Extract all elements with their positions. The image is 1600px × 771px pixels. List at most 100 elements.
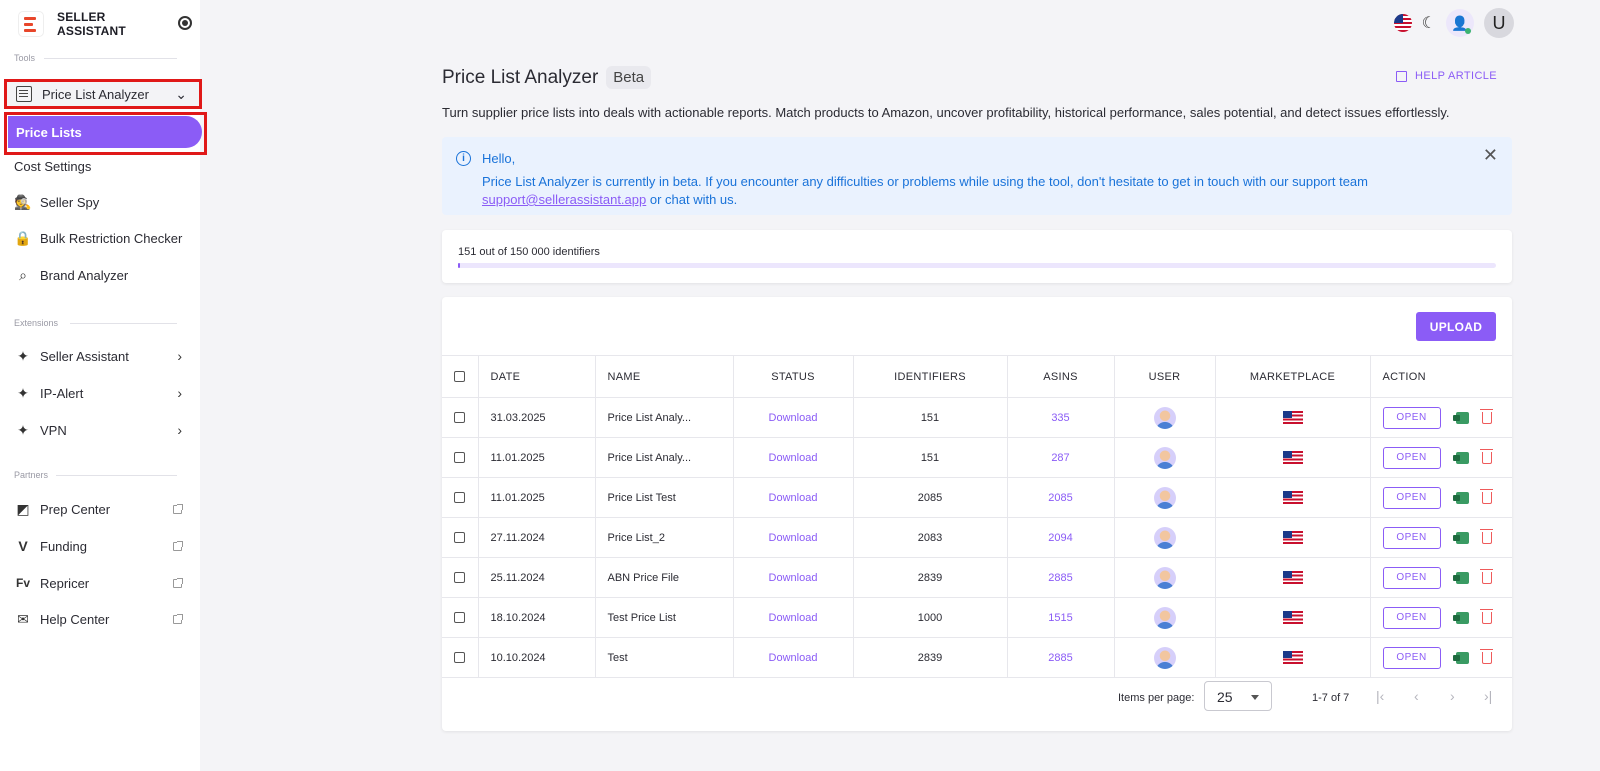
sidebar: SELLER ASSISTANT Tools Price List Analyze… (0, 0, 207, 771)
section-label-partners: Partners (14, 470, 49, 480)
download-link[interactable]: Download (733, 397, 854, 438)
col-action: ACTION (1370, 355, 1512, 398)
sidebar-item-funding[interactable]: V Funding (14, 533, 194, 559)
us-flag-icon (1282, 571, 1303, 584)
user-status-icon[interactable]: 👤 (1446, 9, 1474, 37)
excel-export-icon[interactable] (1452, 451, 1469, 464)
open-button[interactable]: OPEN (1382, 446, 1441, 469)
download-link[interactable]: Download (733, 477, 854, 518)
row-checkbox[interactable] (442, 517, 479, 558)
cell-name: Price List_2 (595, 517, 734, 558)
select-all-checkbox[interactable] (442, 355, 479, 398)
excel-export-icon[interactable] (1452, 571, 1469, 584)
col-identifiers[interactable]: IDENTIFIERS (853, 355, 1008, 398)
download-link[interactable]: Download (733, 517, 854, 558)
sidebar-item-label: Seller Assistant (40, 348, 129, 364)
delete-icon[interactable] (1479, 528, 1493, 544)
open-button[interactable]: OPEN (1382, 566, 1441, 589)
cell-identifiers: 2085 (853, 477, 1008, 518)
repricer-logo-icon: Fv (15, 576, 30, 590)
section-label-tools: Tools (14, 53, 36, 63)
sidebar-item-seller-spy[interactable]: 🕵 Seller Spy (14, 189, 194, 215)
puzzle-icon: ✦ (17, 421, 29, 438)
delete-icon[interactable] (1479, 648, 1493, 664)
external-link-icon (173, 613, 183, 624)
asins-link[interactable]: 1515 (1007, 597, 1115, 638)
cell-date: 18.10.2024 (478, 597, 596, 638)
last-page-icon[interactable]: ›| (1484, 688, 1493, 704)
asins-link[interactable]: 2085 (1007, 477, 1115, 518)
sidebar-item-bulk-restriction-checker[interactable]: 🔒 Bulk Restriction Checker (14, 225, 194, 251)
sidebar-item-brand-analyzer[interactable]: ⌕ Brand Analyzer (14, 262, 194, 288)
brand[interactable]: SELLER ASSISTANT (18, 10, 126, 38)
delete-icon[interactable] (1479, 408, 1493, 424)
table-row: 25.11.2024 ABN Price File Download 2839 … (442, 557, 1512, 598)
asins-link[interactable]: 2885 (1007, 637, 1115, 678)
sidebar-item-vpn[interactable]: ✦ VPN › (14, 417, 194, 443)
us-flag-icon (1282, 411, 1303, 424)
mail-icon: ✉ (17, 610, 29, 627)
col-asins[interactable]: ASINS (1007, 355, 1115, 398)
close-icon[interactable]: ✕ (1482, 145, 1498, 165)
prev-page-icon[interactable]: ‹ (1414, 688, 1419, 704)
asins-link[interactable]: 287 (1007, 437, 1115, 478)
excel-export-icon[interactable] (1452, 411, 1469, 424)
open-button[interactable]: OPEN (1382, 646, 1441, 669)
sidebar-item-price-lists[interactable]: Price Lists (8, 116, 202, 148)
row-checkbox[interactable] (442, 437, 479, 478)
download-link[interactable]: Download (733, 597, 854, 638)
alert-message-text: Price List Analyzer is currently in beta… (482, 174, 1368, 189)
sidebar-item-seller-assistant[interactable]: ✦ Seller Assistant › (14, 343, 194, 369)
pin-sidebar-icon[interactable] (178, 16, 192, 30)
cell-user (1114, 557, 1216, 598)
cell-identifiers: 2839 (853, 637, 1008, 678)
upload-button[interactable]: UPLOAD (1416, 312, 1496, 341)
download-link[interactable]: Download (733, 557, 854, 598)
user-avatar (1153, 446, 1176, 469)
open-button[interactable]: OPEN (1382, 486, 1441, 509)
sidebar-item-ip-alert[interactable]: ✦ IP-Alert › (14, 380, 194, 406)
download-link[interactable]: Download (733, 637, 854, 678)
row-checkbox[interactable] (442, 397, 479, 438)
sidebar-item-help-center[interactable]: ✉ Help Center (14, 606, 194, 632)
asins-link[interactable]: 2094 (1007, 517, 1115, 558)
asins-link[interactable]: 2885 (1007, 557, 1115, 598)
col-name[interactable]: NAME (595, 355, 734, 398)
excel-export-icon[interactable] (1452, 491, 1469, 504)
open-button[interactable]: OPEN (1382, 526, 1441, 549)
download-link[interactable]: Download (733, 437, 854, 478)
us-flag-icon[interactable] (1393, 14, 1412, 32)
excel-export-icon[interactable] (1452, 651, 1469, 664)
row-checkbox[interactable] (442, 637, 479, 678)
help-article-link[interactable]: HELP ARTICLE (1396, 70, 1497, 82)
col-marketplace: MARKETPLACE (1215, 355, 1371, 398)
delete-icon[interactable] (1479, 488, 1493, 504)
page-range: 1-7 of 7 (1312, 692, 1350, 704)
sidebar-item-price-list-analyzer[interactable]: Price List Analyzer ⌄ (4, 79, 202, 109)
us-flag-icon (1282, 491, 1303, 504)
excel-export-icon[interactable] (1452, 611, 1469, 624)
delete-icon[interactable] (1479, 448, 1493, 464)
open-button[interactable]: OPEN (1382, 606, 1441, 629)
dark-mode-icon[interactable]: ☾ (1421, 15, 1436, 32)
sidebar-item-repricer[interactable]: Fv Repricer (14, 570, 194, 596)
delete-icon[interactable] (1479, 568, 1493, 584)
next-page-icon[interactable]: › (1450, 688, 1455, 704)
table-row: 18.10.2024 Test Price List Download 1000… (442, 597, 1512, 638)
avatar[interactable]: U (1484, 8, 1514, 38)
col-date[interactable]: DATE (478, 355, 596, 398)
sidebar-item-cost-settings[interactable]: Cost Settings (14, 153, 194, 179)
alert-greeting: Hello, (482, 151, 516, 166)
open-button[interactable]: OPEN (1382, 406, 1441, 429)
row-checkbox[interactable] (442, 477, 479, 518)
delete-icon[interactable] (1479, 608, 1493, 624)
row-checkbox[interactable] (442, 557, 479, 598)
first-page-icon[interactable]: |‹ (1376, 688, 1385, 704)
sidebar-item-prep-center[interactable]: ◩ Prep Center (14, 496, 194, 522)
support-email-link[interactable]: support@sellerassistant.app (482, 192, 647, 207)
row-checkbox[interactable] (442, 597, 479, 638)
items-per-page-select[interactable]: 25 (1204, 681, 1272, 711)
excel-export-icon[interactable] (1452, 531, 1469, 544)
cell-marketplace (1215, 517, 1371, 558)
asins-link[interactable]: 335 (1007, 397, 1115, 438)
